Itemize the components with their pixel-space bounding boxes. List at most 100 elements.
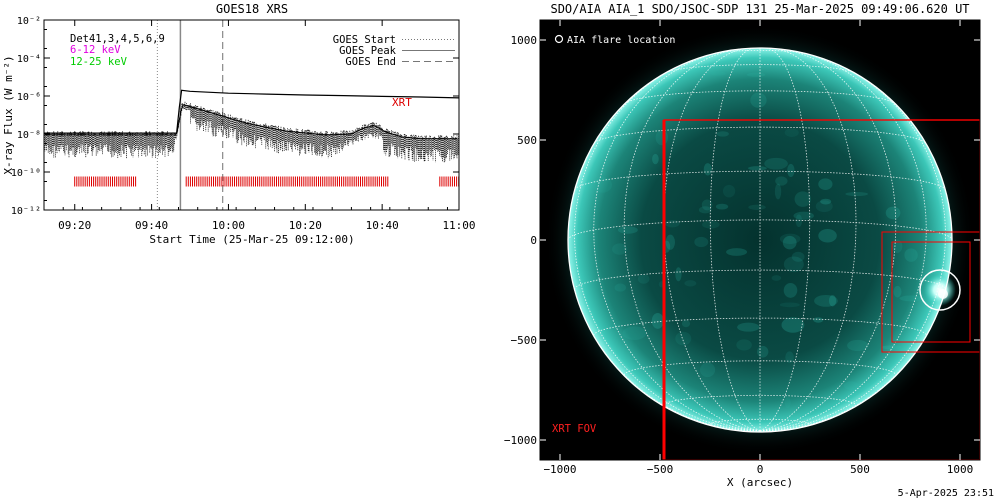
sun-texture-blob — [698, 206, 712, 214]
aia-legend: AIA flare location — [554, 34, 675, 46]
sun-grid-longitude — [593, 51, 761, 432]
lc-xtick-label: 11:00 — [442, 219, 475, 232]
sun-texture-blob — [813, 317, 824, 323]
sun-texture-blob — [784, 397, 791, 409]
sun-texture-blob — [791, 251, 805, 262]
lc-legend-item-12-25: 12-25 keV — [70, 56, 128, 68]
sun-texture-blob — [710, 71, 726, 76]
goes-lightcurve: GOES18 XRS X-ray Flux (W m⁻²) Start Time… — [2, 2, 476, 246]
sun-texture-blob — [748, 204, 766, 210]
lc-xrt-coverage-segment-0 — [74, 176, 137, 187]
sun-texture-blob — [700, 362, 716, 378]
aia-ytick-label: −1000 — [504, 434, 537, 447]
lc-series-long — [44, 89, 459, 134]
sun-texture-blob — [774, 183, 782, 200]
sun-texture-blob — [775, 176, 788, 186]
lc-legend-goes-start: GOES Start — [333, 34, 396, 46]
sun-texture-blob — [893, 285, 902, 298]
sun-texture-blob — [794, 191, 812, 207]
aia-xrt-fov-box-1 — [881, 231, 980, 353]
sun-texture-blob — [737, 322, 760, 332]
lc-legend-title: Det41,3,4,5,6,9 — [70, 33, 165, 45]
lc-ytick-label: 10⁻⁶ — [17, 92, 41, 103]
sun-texture-blob — [771, 275, 782, 281]
sun-texture-blob — [715, 203, 729, 210]
sun-texture-blob — [847, 339, 869, 352]
aia-axes: −1000 −500 0 500 1000 1000 500 0 −500 −1000 — [504, 19, 981, 476]
sun-texture-blob — [750, 92, 767, 108]
sun-grid-latitude — [593, 126, 927, 144]
sun-grid-latitude — [709, 418, 811, 425]
sun-texture-blob — [783, 282, 798, 298]
sun-texture-blob — [748, 166, 767, 171]
lc-xtick-label: 09:20 — [58, 219, 91, 232]
footer-timestamp: 5-Apr-2025 23:51 — [898, 488, 994, 499]
sun-texture-blob — [764, 157, 788, 170]
sun-texture-blob — [612, 243, 628, 255]
lc-ytick-label: 10⁻¹² — [11, 206, 41, 217]
sun-texture-blob — [885, 206, 901, 220]
sun-grid-longitude — [759, 48, 857, 432]
sun-grid-latitude — [714, 50, 806, 54]
aia-image-panel: SDO/AIA AIA_1 SDO/JSOC-SDP 131 25-Mar-20… — [504, 2, 981, 489]
sun-texture-blob — [702, 220, 720, 229]
sun-texture-blob — [701, 199, 713, 211]
lc-legend-goes-end: GOES End — [345, 56, 396, 68]
sun-texture-blob — [793, 211, 814, 220]
lc-series-short — [44, 101, 459, 163]
sun-texture-blob — [622, 326, 647, 341]
sun-texture-blob — [722, 184, 736, 198]
sun-texture-blob — [681, 319, 691, 328]
lc-ytick-label: 10⁻¹⁰ — [11, 168, 41, 179]
sun-texture-blob — [655, 129, 669, 146]
sun-texture-blob — [828, 295, 837, 307]
sun-texture-blob — [665, 234, 675, 250]
sun-texture-blob — [814, 294, 838, 307]
aia-ytick-label: −500 — [511, 334, 538, 347]
aia-xrt-fov-label: XRT FOV — [552, 423, 597, 435]
sun-texture-blob — [675, 331, 692, 346]
lc-xtick-label: 09:40 — [135, 219, 168, 232]
lc-xlabel: Start Time (25-Mar-25 09:12:00) — [149, 233, 354, 246]
sun-texture-blob — [782, 235, 797, 250]
sun-texture-blob — [779, 302, 800, 308]
lc-legend-goes-peak: GOES Peak — [339, 45, 397, 57]
aia-legend-circle-icon — [554, 34, 564, 44]
sun-texture-blob — [781, 317, 805, 333]
sun-texture-blob — [684, 280, 697, 287]
sun-layer — [544, 24, 980, 460]
aia-ytick-label: 1000 — [511, 34, 538, 47]
lc-legend-item-6-12: 6-12 keV — [70, 44, 121, 56]
sun-texture-blob — [694, 236, 709, 248]
aia-xtick-label: −1000 — [543, 463, 576, 476]
lc-xrt-coverage-segment-2 — [439, 176, 459, 187]
sun-texture-blob — [716, 131, 729, 137]
lc-ylabel: X-ray Flux (W m⁻²) — [2, 55, 15, 174]
sun-grid-longitude — [759, 48, 897, 432]
sun-texture-blob — [779, 233, 801, 245]
sun-texture-blob — [785, 351, 794, 364]
lc-ytick-label: 10⁻⁴ — [17, 54, 41, 65]
sun-texture-blob — [746, 72, 766, 77]
sun-texture-blob — [787, 163, 795, 178]
sun-texture-blob — [757, 345, 769, 358]
sun-texture-blob — [815, 200, 833, 213]
aia-xtick-label: −500 — [647, 463, 674, 476]
sun-texture-blob — [843, 381, 859, 390]
sun-texture-blob — [736, 339, 752, 351]
lc-plot-area — [44, 20, 459, 210]
lc-xrt-annotation: XRT — [392, 96, 412, 109]
lc-series-short-noise — [44, 101, 459, 163]
sun-texture-blob — [614, 283, 627, 292]
sun-texture-blob — [820, 198, 832, 205]
lc-xtick-label: 10:00 — [212, 219, 245, 232]
aia-xtick-label: 500 — [850, 463, 870, 476]
lc-xtick-label: 10:40 — [366, 219, 399, 232]
lc-xrt-coverage-segment-1 — [185, 176, 389, 187]
aia-xlabel: X (arcsec) — [727, 476, 793, 489]
sun-texture-blob — [795, 214, 803, 228]
lc-ytick-label: 10⁻⁸ — [17, 130, 41, 141]
sun-texture-blob — [637, 274, 650, 284]
sun-grid-latitude — [665, 64, 855, 74]
